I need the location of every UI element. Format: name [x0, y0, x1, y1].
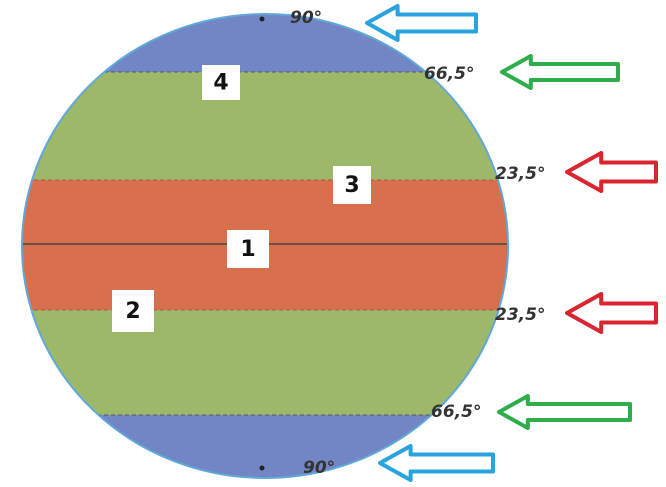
- latitude-label: 66,5°: [431, 402, 481, 422]
- zone-number: 2: [125, 299, 140, 324]
- sun-ray-arrow: [378, 444, 495, 482]
- zone-number: 3: [344, 173, 359, 198]
- sun-ray-arrow: [565, 292, 658, 334]
- zone-box: [202, 65, 240, 100]
- polar-band: [22, 415, 508, 478]
- zone-box: [333, 166, 371, 204]
- tropical-band: [22, 180, 508, 310]
- latitude-label: 23,5°: [495, 305, 545, 325]
- temperate-band: [22, 310, 508, 415]
- zone-number: 1: [240, 237, 255, 262]
- south-pole: [259, 465, 265, 471]
- sun-ray-arrow: [365, 4, 478, 42]
- latitude-label: 66,5°: [424, 64, 474, 84]
- globe-outline: [21, 13, 509, 479]
- zone-number: 4: [213, 71, 228, 96]
- sun-ray-arrow: [497, 394, 632, 430]
- latitude-label: 90°: [290, 8, 322, 28]
- zone-box: [227, 230, 269, 268]
- sun-ray-arrow: [565, 151, 658, 193]
- temperate-band: [22, 72, 508, 180]
- latitude-label: 23,5°: [495, 164, 545, 184]
- north-pole: [259, 16, 265, 22]
- sun-ray-arrow: [500, 54, 620, 90]
- zone-box: [112, 290, 154, 332]
- latitude-label: 90°: [303, 458, 335, 478]
